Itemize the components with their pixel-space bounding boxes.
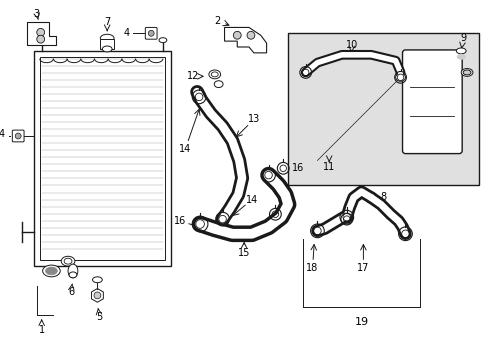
Text: 16: 16 xyxy=(291,163,304,173)
Text: 13: 13 xyxy=(247,114,260,124)
Ellipse shape xyxy=(214,81,223,87)
Ellipse shape xyxy=(92,277,102,283)
Ellipse shape xyxy=(37,30,46,36)
Text: 11: 11 xyxy=(323,162,335,172)
Circle shape xyxy=(148,30,154,36)
Text: 14: 14 xyxy=(179,144,191,154)
Ellipse shape xyxy=(159,38,166,42)
Text: 7: 7 xyxy=(104,17,110,27)
Circle shape xyxy=(37,35,44,43)
Ellipse shape xyxy=(102,46,112,52)
Ellipse shape xyxy=(42,265,60,277)
Ellipse shape xyxy=(460,68,472,76)
Text: 15: 15 xyxy=(238,248,250,258)
Ellipse shape xyxy=(68,264,78,278)
Bar xyxy=(100,39,114,49)
Text: 12: 12 xyxy=(187,71,199,81)
Circle shape xyxy=(15,133,21,139)
Text: 4: 4 xyxy=(123,28,129,38)
Text: 9: 9 xyxy=(459,33,465,43)
Bar xyxy=(34,51,170,266)
Polygon shape xyxy=(27,22,56,45)
Ellipse shape xyxy=(61,256,75,266)
Polygon shape xyxy=(91,289,103,302)
Ellipse shape xyxy=(45,267,57,275)
Polygon shape xyxy=(224,27,266,53)
Bar xyxy=(287,33,478,185)
Text: 3: 3 xyxy=(34,9,40,19)
Text: 14: 14 xyxy=(245,194,258,204)
Text: 6: 6 xyxy=(68,288,74,297)
Text: 17: 17 xyxy=(357,263,369,273)
Ellipse shape xyxy=(456,54,464,59)
FancyBboxPatch shape xyxy=(145,27,157,39)
Ellipse shape xyxy=(211,72,218,77)
Bar xyxy=(40,57,164,260)
Circle shape xyxy=(246,31,254,39)
Ellipse shape xyxy=(69,272,77,278)
Ellipse shape xyxy=(64,258,72,264)
Ellipse shape xyxy=(208,70,220,79)
Circle shape xyxy=(37,28,44,36)
FancyBboxPatch shape xyxy=(402,50,461,154)
Text: 4: 4 xyxy=(0,129,4,139)
Ellipse shape xyxy=(100,34,114,42)
Text: 10: 10 xyxy=(345,40,357,50)
Text: 2: 2 xyxy=(214,15,221,26)
Ellipse shape xyxy=(395,73,405,81)
FancyBboxPatch shape xyxy=(12,130,24,142)
Text: 8: 8 xyxy=(379,192,385,202)
Text: 1: 1 xyxy=(39,325,44,335)
Text: 19: 19 xyxy=(354,317,368,327)
Ellipse shape xyxy=(455,48,465,54)
Text: 5: 5 xyxy=(96,312,102,322)
Text: 16: 16 xyxy=(174,216,186,226)
Circle shape xyxy=(233,31,241,39)
Text: 18: 18 xyxy=(306,263,318,273)
Ellipse shape xyxy=(462,70,470,75)
Circle shape xyxy=(94,292,101,299)
Text: 16: 16 xyxy=(282,199,294,210)
